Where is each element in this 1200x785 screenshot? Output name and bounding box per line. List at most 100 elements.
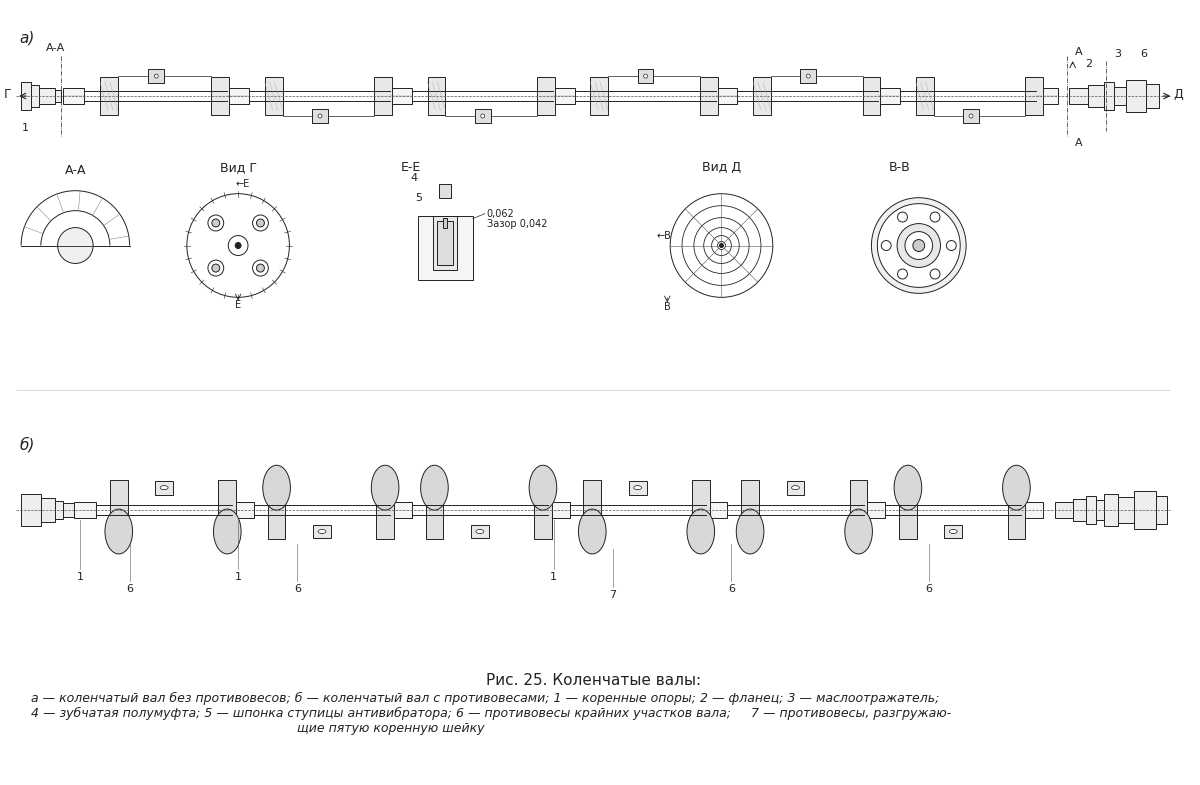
Ellipse shape (214, 509, 241, 554)
Circle shape (947, 240, 956, 250)
Circle shape (155, 74, 158, 79)
Bar (62, 502, 78, 517)
Circle shape (58, 228, 94, 264)
Bar (418, 216, 473, 280)
Circle shape (212, 219, 220, 227)
Ellipse shape (686, 509, 714, 554)
Circle shape (712, 236, 731, 255)
Text: 6: 6 (728, 584, 734, 594)
Bar (433, 216, 457, 271)
Bar (538, 77, 554, 115)
Ellipse shape (634, 486, 642, 490)
Circle shape (252, 260, 269, 276)
Bar (1055, 502, 1073, 517)
Ellipse shape (894, 466, 922, 510)
Bar (1104, 494, 1118, 525)
Bar (637, 69, 654, 83)
Ellipse shape (371, 466, 398, 510)
Bar (390, 502, 412, 517)
Text: ←В: ←В (656, 231, 672, 240)
Bar (916, 77, 934, 115)
Bar (313, 524, 331, 539)
Circle shape (952, 530, 955, 534)
Bar (227, 88, 248, 104)
Text: Г: Г (4, 88, 11, 100)
Text: 0,062: 0,062 (487, 209, 515, 219)
Bar (211, 77, 229, 115)
Circle shape (898, 212, 907, 222)
Bar (110, 480, 127, 539)
Bar (1086, 495, 1097, 524)
Text: б): б) (19, 437, 35, 453)
Text: щие пятую коренную шейку: щие пятую коренную шейку (298, 722, 485, 736)
Text: 1: 1 (77, 572, 84, 582)
Circle shape (320, 530, 324, 534)
Bar (312, 109, 328, 123)
Circle shape (252, 215, 269, 231)
Circle shape (793, 486, 798, 490)
Bar (553, 88, 575, 104)
Circle shape (930, 212, 940, 222)
Bar (74, 502, 96, 517)
Bar (55, 90, 60, 102)
Text: Е: Е (235, 301, 241, 310)
Circle shape (682, 206, 761, 286)
Text: 6: 6 (1140, 49, 1147, 59)
Bar (899, 480, 917, 539)
Bar (1156, 495, 1168, 524)
Bar (475, 109, 491, 123)
Bar (742, 480, 758, 539)
Circle shape (162, 486, 166, 490)
Bar (534, 480, 552, 539)
Text: 6: 6 (294, 584, 301, 594)
Ellipse shape (476, 530, 484, 534)
Circle shape (806, 74, 810, 79)
Bar (268, 480, 286, 539)
Bar (1118, 497, 1134, 523)
Bar (1008, 480, 1025, 539)
Bar (426, 480, 443, 539)
Text: 1: 1 (22, 123, 29, 133)
Circle shape (318, 114, 322, 118)
Bar (149, 69, 164, 83)
Text: 2: 2 (1085, 59, 1092, 69)
Circle shape (228, 236, 248, 255)
Ellipse shape (1003, 466, 1031, 510)
Ellipse shape (161, 486, 168, 490)
Bar (443, 217, 448, 228)
Bar (548, 502, 570, 517)
Ellipse shape (792, 486, 799, 490)
Circle shape (905, 232, 932, 260)
Ellipse shape (263, 466, 290, 510)
Circle shape (670, 194, 773, 298)
Ellipse shape (737, 509, 764, 554)
Bar (155, 480, 173, 495)
Text: А-А: А-А (46, 43, 65, 53)
Ellipse shape (845, 509, 872, 554)
Circle shape (257, 219, 264, 227)
Bar (427, 77, 445, 115)
Circle shape (930, 269, 940, 279)
Bar (439, 184, 451, 198)
Ellipse shape (578, 509, 606, 554)
Bar (786, 480, 804, 495)
Bar (1021, 502, 1043, 517)
Bar (692, 480, 709, 539)
Text: 3: 3 (1115, 49, 1122, 59)
Circle shape (208, 215, 223, 231)
Text: В-В: В-В (889, 161, 911, 174)
Bar (31, 85, 38, 107)
Circle shape (877, 203, 960, 287)
Bar (1073, 498, 1086, 520)
Bar (100, 77, 118, 115)
Circle shape (208, 260, 223, 276)
Bar (22, 82, 31, 110)
Circle shape (187, 194, 289, 298)
Bar (470, 524, 488, 539)
Bar (863, 77, 881, 115)
Bar (41, 498, 55, 521)
Circle shape (481, 114, 485, 118)
Ellipse shape (949, 530, 958, 534)
Text: ←Е: ←Е (236, 179, 250, 188)
Text: Рис. 25. Коленчатые валы:: Рис. 25. Коленчатые валы: (486, 674, 701, 688)
